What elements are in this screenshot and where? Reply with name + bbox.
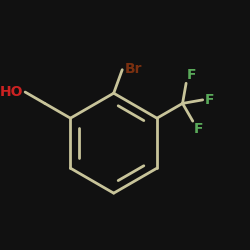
Text: F: F [204,93,214,107]
Text: Br: Br [124,62,142,76]
Text: F: F [187,68,197,82]
Text: HO: HO [0,85,23,99]
Text: F: F [194,122,203,136]
